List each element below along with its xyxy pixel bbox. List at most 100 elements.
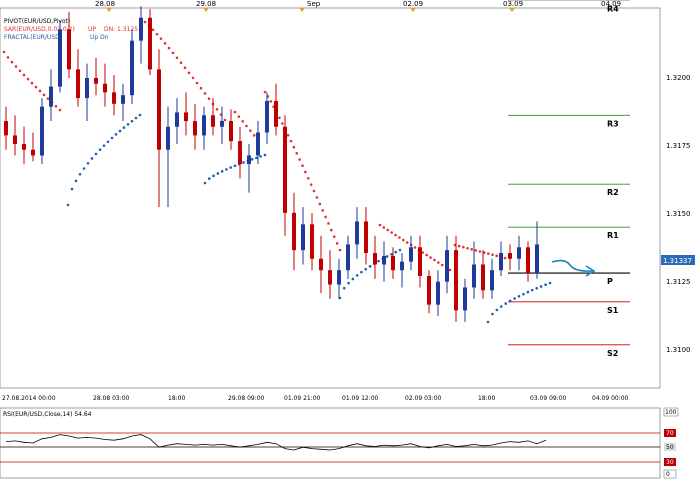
sar-dot [98, 148, 102, 151]
top-date-label: Sep [307, 0, 321, 8]
candlestick-series [4, 6, 539, 322]
sar-dot [130, 119, 134, 123]
candle [247, 143, 251, 193]
sar-dot [225, 168, 228, 171]
sar-dot [315, 196, 319, 199]
candle [67, 12, 71, 78]
time-tick-label: 18:00 [168, 395, 185, 402]
candle-body [4, 121, 8, 136]
candle-body [265, 100, 269, 133]
candle [319, 235, 323, 294]
sar-dot [318, 202, 322, 206]
sar-dot [332, 235, 336, 238]
sar-dot [495, 308, 499, 312]
sar-dot [18, 69, 22, 73]
sar-dot [42, 93, 46, 97]
candle-body [31, 149, 35, 156]
forecast-arrow [551, 259, 593, 272]
sar-dot [163, 42, 167, 45]
sar-dot [413, 246, 417, 249]
sar-dot [118, 129, 122, 133]
candle-body [247, 155, 251, 165]
rsi-level-label: 30 [666, 459, 674, 466]
pivot-label-r3: R3 [607, 119, 619, 128]
candle [157, 49, 161, 208]
candle-body [148, 17, 152, 70]
candle [445, 235, 449, 294]
sar-dot [229, 166, 233, 169]
top-date-marker [106, 8, 112, 12]
candle [346, 235, 350, 279]
top-date-label: 04.09 [601, 0, 621, 8]
sar-dot [281, 122, 284, 125]
sar-dot [495, 254, 498, 258]
sar-dot [187, 71, 191, 75]
candle [22, 126, 26, 165]
candle-body [139, 17, 143, 41]
sar-dot [263, 153, 267, 157]
sar-dot [470, 248, 473, 251]
sar-dot [203, 92, 207, 95]
price-tick-label: 1.3150 [666, 210, 691, 218]
sar-dot [385, 255, 389, 258]
candle-body [517, 247, 521, 259]
rsi-level-tag [663, 469, 677, 479]
candle [256, 121, 260, 165]
candle-body [301, 224, 305, 251]
candle [535, 221, 539, 279]
sar-dot [295, 152, 299, 155]
sar-dot [30, 81, 34, 85]
candle-body [112, 92, 116, 104]
sar-dot [183, 66, 187, 70]
pivot-label-r4: R4 [607, 5, 619, 14]
rsi-level-label: 0 [666, 471, 670, 478]
candle [391, 247, 395, 279]
candle-body [373, 253, 377, 265]
sar-dot [114, 133, 118, 136]
sar-dot [126, 123, 130, 126]
sar-dot [151, 28, 155, 32]
sar-dot [466, 246, 469, 250]
price-tick-label: 1.3125 [666, 278, 691, 286]
sar-direction: UP [88, 26, 96, 33]
candle [4, 106, 8, 150]
sar-dot [390, 252, 393, 256]
sar-dot [335, 242, 339, 245]
sar-dot [110, 136, 114, 140]
candle [112, 75, 116, 116]
sar-dot [301, 164, 304, 168]
top-date-marker [509, 8, 515, 12]
candle-body [409, 247, 413, 262]
sar-dot [342, 286, 346, 290]
candle [517, 235, 521, 271]
sar-dot [233, 164, 237, 168]
sar-dot [499, 305, 503, 308]
sar-dot [155, 32, 159, 36]
candle [400, 253, 404, 288]
candle [220, 106, 224, 144]
candle-body [445, 250, 449, 282]
candle [472, 241, 476, 299]
top-date-marker [410, 8, 416, 12]
sar-dot [54, 104, 58, 108]
rsi-axis: 100 70 50 30 0 [663, 407, 679, 479]
candle [481, 250, 485, 299]
candle [499, 241, 503, 276]
candle-body [58, 29, 62, 87]
candle-body [202, 115, 206, 136]
sar-dot [433, 258, 436, 262]
candle-body [454, 250, 458, 311]
time-axis: 27.08.2014 00:00 28.08 03:00 18:00 29.08… [2, 395, 629, 402]
sar-dot [74, 179, 78, 183]
sar-dot [252, 134, 256, 137]
sar-dot [70, 187, 74, 191]
sar-dot [278, 116, 281, 120]
sar-dot [122, 126, 126, 129]
rsi-level-tag [664, 429, 676, 437]
candle-body [319, 258, 323, 271]
candle-body [220, 121, 224, 127]
sar-dot [207, 177, 211, 180]
sar-dot [530, 288, 534, 292]
candle-body [463, 287, 467, 311]
candle [337, 258, 341, 299]
